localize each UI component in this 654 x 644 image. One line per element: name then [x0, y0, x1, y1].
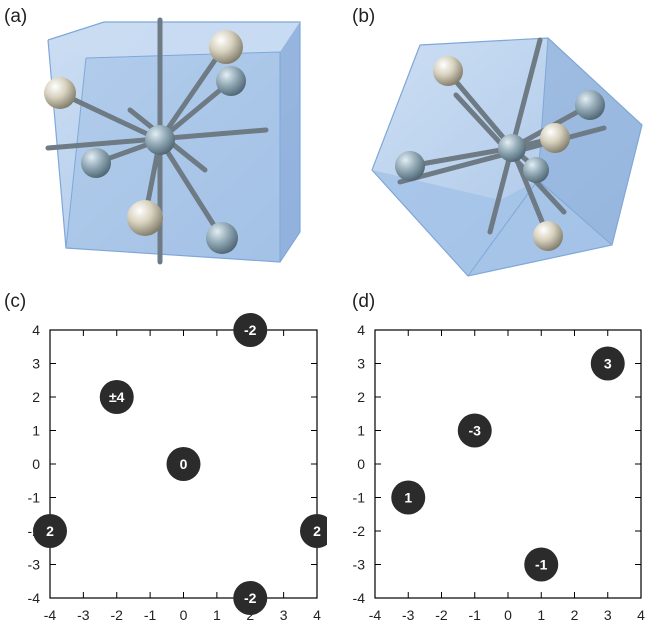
data-point-label: 2	[46, 523, 54, 539]
data-point-label: ±4	[109, 389, 125, 405]
y-tick-label: -3	[353, 557, 366, 573]
data-point: -1	[524, 547, 559, 582]
panel-label-b: (b)	[352, 6, 376, 27]
data-point-marker	[33, 514, 67, 548]
data-point: ±4	[99, 380, 134, 414]
data-point-label: 3	[604, 356, 612, 372]
x-tick-label: 3	[280, 607, 288, 623]
rotated-cube-illustration	[371, 37, 643, 277]
data-point-label: -1	[535, 557, 548, 573]
data-point-label: -3	[469, 423, 482, 439]
y-tick-label: 2	[32, 389, 40, 405]
y-tick-label: 4	[357, 322, 365, 338]
x-tick-label: -4	[369, 607, 382, 623]
x-tick-label: 3	[604, 607, 612, 623]
data-point-label: -2	[244, 590, 257, 606]
x-tick-label: -3	[402, 607, 415, 623]
x-tick-label: -4	[44, 607, 57, 623]
data-point: -2	[233, 581, 268, 615]
data-point: 2	[33, 514, 67, 548]
y-tick-label: 3	[32, 356, 40, 372]
y-tick-label: -2	[353, 523, 366, 539]
data-point-marker	[233, 581, 268, 615]
y-tick-label: 0	[32, 456, 40, 472]
data-point-marker	[233, 313, 268, 347]
x-tick-label: 1	[537, 607, 545, 623]
x-tick-label: -2	[435, 607, 448, 623]
y-tick-label: 0	[357, 456, 365, 472]
cube-illustration	[44, 17, 301, 265]
data-point-label: 1	[404, 490, 412, 506]
data-point: -2	[233, 313, 268, 347]
data-point-marker	[300, 514, 327, 548]
y-tick-label: 1	[32, 423, 40, 439]
x-tick-label: -1	[469, 607, 482, 623]
x-tick-label: 2	[571, 607, 579, 623]
data-point-marker	[99, 380, 134, 414]
y-tick-label: -3	[28, 557, 41, 573]
data-point: 1	[391, 480, 426, 515]
y-tick-label: -4	[28, 590, 41, 606]
x-tick-label: 1	[213, 607, 221, 623]
x-tick-label: -2	[111, 607, 124, 623]
data-point-label: 0	[180, 456, 188, 472]
x-tick-label: -3	[77, 607, 90, 623]
y-tick-label: -4	[353, 590, 366, 606]
data-point: -3	[457, 413, 492, 448]
y-tick-label: 4	[32, 322, 40, 338]
panel-label-a: (a)	[4, 6, 28, 27]
data-point-label: 2	[313, 523, 321, 539]
data-point-marker	[524, 547, 559, 582]
panel-label-c: (c)	[4, 291, 27, 312]
x-tick-label: 0	[180, 607, 188, 623]
data-point-marker	[590, 346, 625, 381]
panel-label-d: (d)	[352, 291, 376, 312]
x-tick-label: 2	[246, 607, 254, 623]
data-point-marker	[391, 480, 426, 515]
x-tick-label: 4	[313, 607, 321, 623]
data-point: 2	[300, 514, 327, 548]
data-point-marker	[166, 447, 201, 481]
y-tick-label: 2	[357, 389, 365, 405]
data-point: 0	[166, 447, 201, 481]
y-tick-label: 3	[357, 356, 365, 372]
x-tick-label: 4	[637, 607, 645, 623]
data-point: 3	[590, 346, 625, 381]
illustrations	[44, 17, 643, 277]
x-tick-label: 0	[504, 607, 512, 623]
data-point-marker	[457, 413, 492, 448]
scatter-plot-d: -4 -3 -2 -1 0 1 2 3 4 -4 -3 -2 -1 0 1 2 3 4 3 -3 1 -1	[353, 322, 646, 623]
x-tick-label: -1	[144, 607, 157, 623]
y-tick-label: -1	[353, 490, 366, 506]
y-tick-label: -1	[28, 490, 41, 506]
y-tick-label: 1	[357, 423, 365, 439]
data-point-label: -2	[244, 322, 257, 338]
